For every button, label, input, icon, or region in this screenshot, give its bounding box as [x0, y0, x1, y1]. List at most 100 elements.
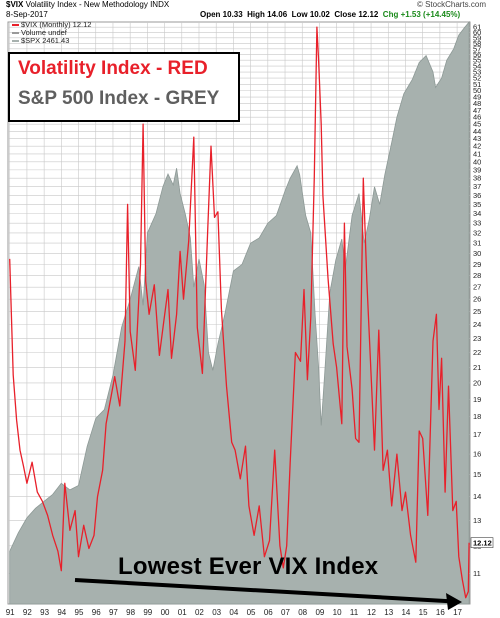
y-tick-label: 44: [473, 127, 481, 136]
y-tick-label: 19: [473, 395, 481, 404]
x-tick-label: 09: [315, 608, 324, 617]
x-tick-label: 12: [367, 608, 376, 617]
x-tick-label: 07: [281, 608, 290, 617]
y-tick-label: 25: [473, 307, 481, 316]
annotation-arrow-shaft: [74, 578, 453, 604]
x-tick-label: 08: [298, 608, 307, 617]
low-value: Low 10.02: [291, 10, 330, 19]
y-tick-label: 47: [473, 106, 481, 115]
y-tick-label: 58: [473, 39, 481, 48]
y-tick-label: 40: [473, 157, 481, 166]
mini-legend-spx: $SPX 2461.43: [12, 37, 91, 45]
x-tick-label: 10: [333, 608, 342, 617]
y-tick-label: 41: [473, 149, 481, 158]
legend-vix-label: Volatility Index - RED: [18, 58, 208, 79]
y-tick-label: 11: [473, 569, 481, 578]
y-tick-label: 52: [473, 74, 481, 83]
y-tick-label: 17: [473, 430, 481, 439]
y-tick-label: 48: [473, 99, 481, 108]
spx-swatch: [12, 40, 19, 43]
chart-title: $VIX Volatility Index - New Methodology …: [6, 0, 169, 9]
legend-box: Volatility Index - RED S&P 500 Index - G…: [8, 52, 240, 122]
y-tick-label: 29: [473, 260, 481, 269]
y-tick-label: 36: [473, 191, 481, 200]
mini-legend-vix-text: $VIX (Monthly) 12.12: [21, 20, 92, 29]
y-tick-label: 59: [473, 33, 481, 42]
mini-legend-vix: $VIX (Monthly) 12.12: [12, 21, 91, 29]
x-tick-label: 96: [92, 608, 101, 617]
x-tick-label: 00: [161, 608, 170, 617]
annotation-text: Lowest Ever VIX Index: [118, 553, 379, 580]
current-value-label: 12.12: [473, 539, 492, 548]
brand-logo: © StockCharts.com: [416, 0, 486, 9]
quote-line: Open 10.33 High 14.06 Low 10.02 Close 12…: [200, 10, 460, 19]
mini-legend-volume: Volume undef: [12, 29, 91, 37]
title-text: Volatility Index - New Methodology INDX: [25, 0, 170, 9]
annotation-arrow-head: [446, 593, 462, 610]
y-tick-label: 33: [473, 219, 481, 228]
y-tick-label: 42: [473, 142, 481, 151]
y-tick-label: 61: [473, 23, 481, 32]
x-tick-label: 05: [247, 608, 256, 617]
x-tick-label: 02: [195, 608, 204, 617]
current-value-tag: [470, 537, 494, 548]
y-tick-label: 22: [473, 348, 481, 357]
symbol: $VIX: [6, 0, 24, 9]
y-tick-label: 56: [473, 50, 481, 59]
y-tick-label: 16: [473, 450, 481, 459]
y-tick-label: 43: [473, 134, 481, 143]
close-value: Close 12.12: [334, 10, 379, 19]
y-tick-label: 51: [473, 80, 481, 89]
x-tick-label: 04: [229, 608, 238, 617]
mini-legend: $VIX (Monthly) 12.12 Volume undef $SPX 2…: [12, 21, 91, 45]
x-tick-label: 16: [436, 608, 445, 617]
open-value: Open 10.33: [200, 10, 243, 19]
y-tick-label: 21: [473, 363, 481, 372]
y-tick-label: 30: [473, 249, 481, 258]
y-tick-label: 31: [473, 239, 481, 248]
y-tick-label: 18: [473, 412, 481, 421]
x-tick-label: 17: [453, 608, 462, 617]
x-tick-label: 01: [178, 608, 187, 617]
vix-swatch: [12, 24, 19, 27]
y-tick-label: 23: [473, 334, 481, 343]
x-tick-label: 94: [57, 608, 66, 617]
y-tick-label: 15: [473, 470, 481, 479]
x-tick-label: 99: [143, 608, 152, 617]
y-tick-label: 14: [473, 492, 481, 501]
y-tick-label: 46: [473, 113, 481, 122]
y-tick-label: 57: [473, 44, 481, 53]
y-tick-label: 49: [473, 93, 481, 102]
mini-legend-volume-text: Volume undef: [21, 28, 67, 37]
y-tick-label: 53: [473, 68, 481, 77]
y-tick-label: 24: [473, 320, 481, 329]
volume-swatch: [12, 32, 19, 35]
x-tick-label: 95: [75, 608, 84, 617]
y-tick-label: 54: [473, 62, 481, 71]
y-tick-label: 34: [473, 209, 481, 218]
x-tick-label: 98: [126, 608, 135, 617]
y-tick-label: 50: [473, 86, 481, 95]
legend-spx-label: S&P 500 Index - GREY: [18, 88, 220, 109]
x-tick-label: 92: [23, 608, 32, 617]
high-value: High 14.06: [247, 10, 288, 19]
chart-header: $VIX Volatility Index - New Methodology …: [0, 0, 500, 22]
y-tick-label: 32: [473, 228, 481, 237]
y-tick-label: 13: [473, 516, 481, 525]
x-tick-label: 03: [212, 608, 221, 617]
chart-date: 8-Sep-2017: [6, 10, 48, 19]
x-tick-label: 14: [401, 608, 410, 617]
y-tick-label: 45: [473, 120, 481, 129]
x-tick-label: 11: [350, 608, 359, 617]
change-value: Chg +1.53 (+14.45%): [382, 10, 461, 19]
y-tick-label: 39: [473, 165, 481, 174]
y-tick-label: 26: [473, 295, 481, 304]
x-tick-label: 13: [384, 608, 393, 617]
x-tick-label: 06: [264, 608, 273, 617]
x-tick-label: 15: [419, 608, 428, 617]
spx-area: [9, 20, 470, 605]
y-tick-label: 28: [473, 271, 481, 280]
y-tick-label: 35: [473, 200, 481, 209]
mini-legend-spx-text: $SPX 2461.43: [21, 36, 70, 45]
y-tick-label: 37: [473, 182, 481, 191]
